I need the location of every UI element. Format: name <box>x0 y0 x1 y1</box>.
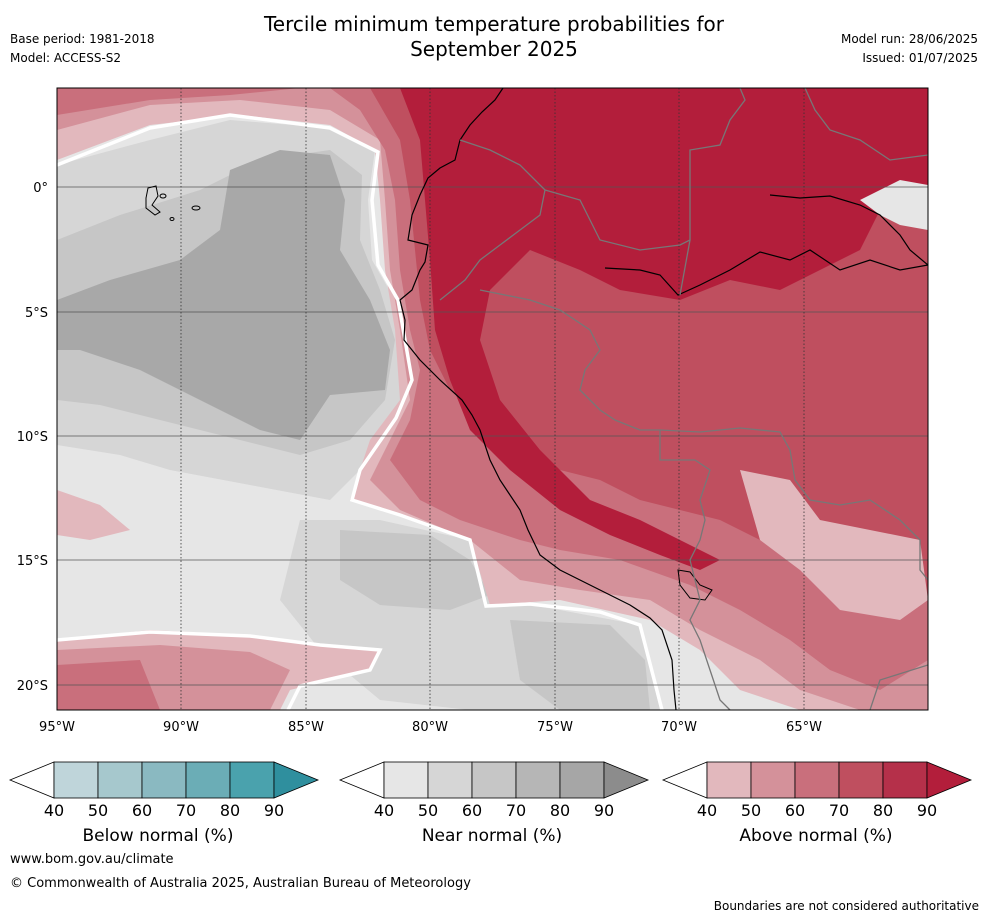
lon-tick: 95°W <box>39 720 75 735</box>
colorbar-max-arrow <box>926 761 973 799</box>
model-run: Model run: 28/06/2025 <box>840 32 978 46</box>
colorbar-tick: 60 <box>462 801 482 820</box>
lon-axis: 95°W 90°W 85°W 80°W 75°W 70°W 65°W <box>39 720 822 735</box>
colorbar-tick: 40 <box>697 801 717 820</box>
base-period: Base period: 1981-2018 <box>10 32 155 46</box>
colorbar-min-arrow <box>661 761 708 799</box>
title-line-1: Tercile minimum temperature probabilitie… <box>263 12 725 36</box>
colorbar-max-arrow <box>603 761 650 799</box>
lat-tick: 0° <box>33 181 48 196</box>
near-normal-boundary <box>57 113 664 710</box>
colorbars: 40 50 60 70 80 90 40 50 60 70 80 90 40 50 60 70 80 90 <box>8 761 973 820</box>
page-title: Tercile minimum temperature probabilitie… <box>0 12 988 62</box>
colorbar-max-arrow <box>273 761 320 799</box>
lon-gridlines <box>57 88 805 710</box>
galapagos-islands <box>145 185 161 216</box>
galapagos-island-south <box>169 217 175 221</box>
colorbar-tick: 80 <box>220 801 240 820</box>
coastline <box>399 88 677 710</box>
above-normal-label: Above normal (%) <box>739 826 893 846</box>
colorbar-tick: 90 <box>264 801 284 820</box>
colorbar-segment <box>141 761 187 799</box>
colorbar-tick: 40 <box>374 801 394 820</box>
lon-tick: 65°W <box>786 720 822 735</box>
colorbar-tick: 50 <box>88 801 108 820</box>
near-normal-60-region-mid <box>340 530 490 610</box>
model-name: Model: ACCESS-S2 <box>10 51 122 65</box>
colorbar-min-arrow <box>338 761 385 799</box>
below-normal-label: Below normal (%) <box>82 826 234 846</box>
colorbar-segment <box>750 761 796 799</box>
colorbar-segment <box>706 761 752 799</box>
country-borders <box>439 88 928 710</box>
colorbar-segment <box>794 761 840 799</box>
colorbar-segment <box>559 761 605 799</box>
title-line-2: September 2025 <box>410 37 578 61</box>
colorbar-tick: 50 <box>418 801 438 820</box>
colorbar-segment <box>53 761 99 799</box>
map-field <box>57 88 928 710</box>
colorbar-segment <box>471 761 517 799</box>
lat-tick: 15°S <box>17 554 48 569</box>
near-normal-label: Near normal (%) <box>421 826 563 846</box>
near-normal-boundary-south <box>57 630 383 710</box>
colorbar-min-arrow <box>8 761 55 799</box>
galapagos-island-east <box>191 205 201 211</box>
colorbar-segment <box>383 761 429 799</box>
rio-negro <box>769 194 928 266</box>
colorbar-tick: 90 <box>917 801 937 820</box>
colorbar-segment <box>185 761 231 799</box>
colorbar-tick: 60 <box>132 801 152 820</box>
lon-tick: 75°W <box>537 720 573 735</box>
colorbar-tick: 80 <box>550 801 570 820</box>
lon-tick: 80°W <box>412 720 448 735</box>
lake-titicaca <box>677 569 713 601</box>
colorbar-segment <box>838 761 884 799</box>
colorbar-tick: 60 <box>785 801 805 820</box>
above-normal-40-region-se <box>740 470 928 620</box>
near-normal-patch-ne <box>860 180 928 230</box>
galapagos-island-small <box>159 193 167 199</box>
colorbar-segment <box>229 761 275 799</box>
amazon-river <box>604 249 928 296</box>
lat-tick: 10°S <box>17 430 48 445</box>
website-text: www.bom.gov.au/climate <box>10 852 174 867</box>
above-normal-40-region-w <box>57 490 130 540</box>
colorbar-segment <box>882 761 928 799</box>
lon-tick: 90°W <box>163 720 199 735</box>
lat-tick: 5°S <box>25 306 48 321</box>
near-normal-60-region-sw <box>510 620 650 710</box>
colorbar-segment <box>97 761 143 799</box>
map-frame <box>56 87 929 711</box>
colorbar-tick: 80 <box>873 801 893 820</box>
colorbar-segment <box>515 761 561 799</box>
near-normal-70-region <box>57 150 390 440</box>
lat-gridlines <box>57 186 928 686</box>
colorbar-tick: 70 <box>176 801 196 820</box>
colorbar-tick: 40 <box>44 801 64 820</box>
colorbar-tick: 50 <box>741 801 761 820</box>
lon-tick: 85°W <box>288 720 324 735</box>
copyright-text: © Commonwealth of Australia 2025, Austra… <box>10 876 471 891</box>
lat-axis: 0° 5°S 10°S 15°S 20°S <box>17 181 48 694</box>
above-normal-80-region <box>400 88 928 570</box>
lat-tick: 20°S <box>17 679 48 694</box>
colorbar-tick: 90 <box>594 801 614 820</box>
colorbar-tick: 70 <box>506 801 526 820</box>
lon-tick: 70°W <box>661 720 697 735</box>
colorbar-segment <box>427 761 473 799</box>
colorbar-tick: 70 <box>829 801 849 820</box>
disclaimer-text: Boundaries are not considered authoritat… <box>713 899 979 913</box>
issued-date: Issued: 01/07/2025 <box>862 51 978 65</box>
